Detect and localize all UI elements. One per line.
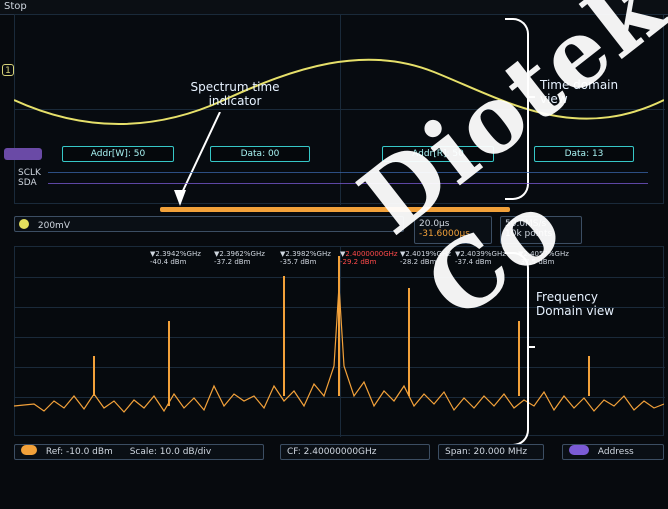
bus-segment-3[interactable]: Addr[R]: 50 <box>382 146 494 162</box>
signal-label-sclk: SCLK <box>18 168 41 178</box>
peak-marker-3[interactable]: ▼2.3982%GHz -35.7 dBm <box>280 250 331 266</box>
peak-marker-3-level: -35.7 dBm <box>280 258 317 266</box>
channel-scale-text: 200mV <box>37 221 70 231</box>
time-domain-brace-tip <box>527 96 535 98</box>
span-readout[interactable]: Span: 20.000 MHz <box>438 444 544 460</box>
timebase-text: 20.0µs <box>419 219 450 229</box>
peak-marker-1[interactable]: ▼2.3942%GHz -40.4 dBm <box>150 250 201 266</box>
annotation-spectrum-time-line1: Spectrum time <box>190 80 280 94</box>
peak-marker-2-level: -37.2 dBm <box>214 258 251 266</box>
peak-marker-5-level: -28.2 dBm <box>400 258 437 266</box>
time-domain-brace <box>505 18 529 200</box>
peak-marker-7-level: -37.5 dBm <box>518 258 555 266</box>
channel-scale-readout[interactable]: 200mV <box>14 216 404 232</box>
record-length-text: 10k points <box>505 229 553 239</box>
peak-marker-2-freq: 2.3962%GHz <box>219 250 265 258</box>
i2c-bus-decode: Addr[W]: 50 Data: 00 Addr[R]: 50 Data: 1… <box>4 146 664 164</box>
sclk-trace <box>48 172 648 173</box>
frequency-domain-annotation: Frequency Domain view <box>536 290 656 318</box>
peak-marker-5-freq: 2.4019%GHz <box>405 250 451 258</box>
spectrum-time-annotation: Spectrum time indicator <box>190 80 280 108</box>
ref-scale-readout[interactable]: Ref: -10.0 dBm Scale: 10.0 dB/div <box>14 444 264 460</box>
spectrum-settings-bar: Ref: -10.0 dBm Scale: 10.0 dB/div CF: 2.… <box>14 442 664 462</box>
sample-rate-text: 50.0MS/s <box>505 219 547 229</box>
time-domain-waveform <box>14 58 664 125</box>
peak-marker-4-freq: 2.4000000GHz <box>345 250 398 258</box>
frequency-domain-brace-tip <box>527 346 535 348</box>
channel-1-marker[interactable]: 1 <box>2 64 14 76</box>
peak-marker-4[interactable]: ▼2.4000000GHz -29.2 dBm <box>340 250 398 266</box>
annotation-time-domain-line2: view <box>540 92 568 106</box>
time-domain-annotation: Time domain view <box>540 78 618 106</box>
channel-1-pill-icon <box>19 219 29 229</box>
timebase-readout[interactable]: 20.0µs -31.6000µs <box>414 216 492 244</box>
address-readout[interactable]: Address <box>562 444 664 460</box>
spectrum-channel-pill-icon <box>21 445 37 455</box>
peak-marker-5[interactable]: ▼2.4019%GHz -28.2 dBm <box>400 250 451 266</box>
peak-marker-6[interactable]: ▼2.4039%GHz -37.4 dBm <box>455 250 506 266</box>
run-status[interactable]: Stop <box>4 1 27 12</box>
peak-marker-6-freq: 2.4039%GHz <box>460 250 506 258</box>
acquisition-readout[interactable]: 50.0MS/s 10k points <box>500 216 582 244</box>
annotation-spectrum-time-line2: indicator <box>208 94 262 108</box>
spectrum-time-arrow <box>174 112 221 206</box>
scale-text: Scale: 10.0 dB/div <box>129 447 212 457</box>
annotation-frequency-line1: Frequency <box>536 290 598 304</box>
frequency-spectrum-trace <box>14 256 664 413</box>
annotation-frequency-line2: Domain view <box>536 304 615 318</box>
bus-segment-4[interactable]: Data: 13 <box>534 146 634 162</box>
address-pill-icon <box>569 445 589 455</box>
peak-marker-7-freq: 2.4057%GHz <box>523 250 569 258</box>
peak-marker-6-level: -37.4 dBm <box>455 258 492 266</box>
peak-marker-1-level: -40.4 dBm <box>150 258 187 266</box>
peak-marker-4-level: -29.2 dBm <box>340 258 377 266</box>
bus-segment-2[interactable]: Data: 00 <box>210 146 310 162</box>
peak-marker-3-freq: 2.3982%GHz <box>285 250 331 258</box>
signal-label-sda: SDA <box>18 178 37 188</box>
address-text: Address <box>597 447 634 457</box>
spectrum-time-indicator[interactable] <box>160 207 510 212</box>
annotation-time-domain-line1: Time domain <box>540 78 619 92</box>
sda-trace <box>48 183 648 184</box>
peak-marker-1-freq: 2.3942%GHz <box>155 250 201 258</box>
bus-segment-1[interactable]: Addr[W]: 50 <box>62 146 174 162</box>
center-frequency-readout[interactable]: CF: 2.40000000GHz <box>280 444 430 460</box>
trigger-position-text: -31.6000µs <box>419 229 470 239</box>
bus-label-tag[interactable] <box>4 148 42 160</box>
ref-level-text: Ref: -10.0 dBm <box>45 447 113 457</box>
peak-marker-2[interactable]: ▼2.3962%GHz -37.2 dBm <box>214 250 265 266</box>
